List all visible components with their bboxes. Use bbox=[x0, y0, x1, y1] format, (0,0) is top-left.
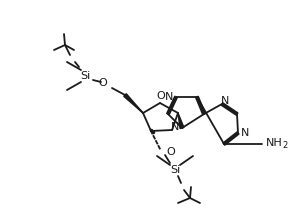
Text: O: O bbox=[157, 91, 165, 101]
Text: N: N bbox=[221, 96, 229, 106]
Text: N: N bbox=[171, 122, 179, 132]
Text: NH: NH bbox=[266, 138, 282, 148]
Text: Si: Si bbox=[170, 165, 180, 175]
Text: N: N bbox=[165, 92, 173, 102]
Polygon shape bbox=[178, 113, 184, 129]
Text: 2: 2 bbox=[282, 142, 288, 151]
Polygon shape bbox=[124, 94, 143, 113]
Text: Si: Si bbox=[80, 71, 90, 81]
Text: N: N bbox=[241, 128, 249, 138]
Text: O: O bbox=[166, 147, 175, 157]
Text: O: O bbox=[99, 78, 107, 88]
